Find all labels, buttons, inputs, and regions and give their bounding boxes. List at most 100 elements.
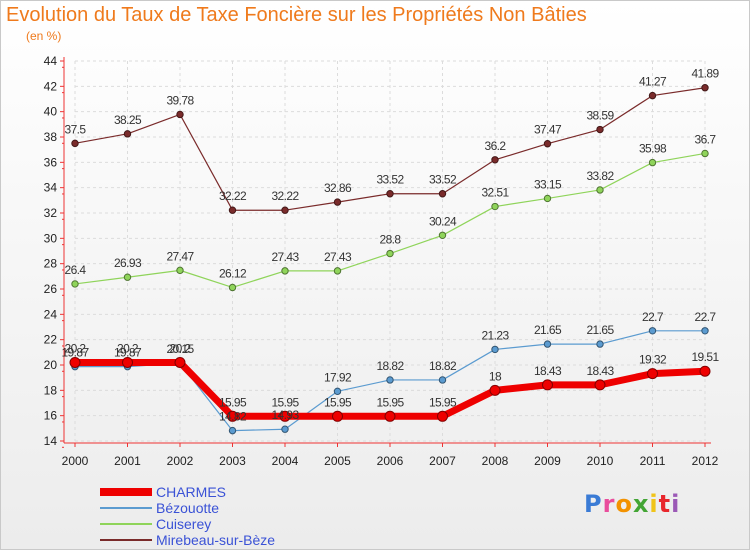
data-label: 38.25 [114,113,142,127]
data-point [122,356,133,368]
data-point [596,186,604,194]
data-point [227,410,238,422]
data-label: 20.15 [166,342,194,356]
data-label: 22.7 [695,310,717,324]
data-point [438,231,447,239]
x-tick-label: 2001 [114,454,141,468]
y-tick-label: 22 [44,333,58,347]
data-label: 32.22 [219,189,247,203]
data-point [123,130,132,138]
y-tick-label: 30 [44,231,58,245]
data-point [647,368,658,380]
data-label: 26.4 [65,263,87,277]
x-tick-label: 2011 [640,454,666,468]
x-tick-label: 2002 [167,454,194,468]
y-tick-label: 44 [44,54,58,68]
data-point [596,340,604,348]
data-label: 19.51 [691,350,719,364]
data-point [174,356,186,368]
y-tick-label: 40 [44,105,58,119]
legend-swatch [100,488,152,496]
y-tick-label: 36 [44,155,58,169]
data-point [176,266,184,275]
x-tick-label: 2008 [482,454,509,468]
data-label: 39.78 [166,93,194,107]
data-point [332,410,343,422]
data-label: 41.27 [639,75,667,89]
legend-label: Cuiserey [156,516,212,532]
y-tick-label: 34 [44,181,58,195]
data-label: 33.82 [586,169,614,183]
data-point [648,91,657,100]
data-point [333,198,342,206]
x-tick-label: 2003 [219,454,246,468]
data-label: 22.7 [642,310,664,324]
data-point [594,379,606,391]
y-tick-label: 42 [44,79,58,93]
y-tick-label: 28 [44,257,58,271]
data-point [333,267,342,275]
data-point [489,384,501,396]
data-point [386,249,394,258]
data-point [438,190,447,198]
y-tick-label: 18 [44,383,58,397]
logo-letter: x [632,490,650,518]
data-label: 15.95 [376,395,404,409]
data-label: 17.92 [324,370,352,384]
data-label: 14.93 [271,408,299,422]
x-tick-label: 2005 [324,454,351,468]
data-point [281,425,289,433]
data-label: 36.7 [695,132,717,146]
data-label: 41.89 [691,67,719,81]
chart-title: Evolution du Taux de Taxe Foncière sur l… [6,4,587,26]
data-label: 14.82 [219,410,247,424]
data-label: 15.95 [324,395,352,409]
data-label: 37.5 [65,122,87,136]
y-tick-label: 14 [44,434,58,448]
legend-label: Bézouotte [156,500,220,516]
chart-subtitle: (en %) [26,29,62,43]
data-label: 20.2 [117,341,139,355]
data-label: 19.87 [114,346,142,360]
x-tick-label: 2007 [429,454,456,468]
data-point [386,190,394,198]
x-tick-label: 2010 [587,454,614,468]
x-tick-label: 2004 [272,454,299,468]
data-point [701,84,709,92]
data-label: 18.43 [534,364,562,378]
data-point [543,194,552,203]
x-tick-label: 2009 [534,454,561,468]
data-label: 18.82 [429,359,457,373]
logo-letter: r [602,490,616,518]
data-label: 32.22 [271,189,299,203]
data-point [228,426,237,435]
data-label: 32.86 [324,181,352,195]
y-tick-label: 16 [44,409,58,423]
data-label: 26.93 [114,256,142,270]
data-label: 15.95 [429,395,457,409]
data-label: 19.87 [61,346,89,360]
data-point [176,110,184,119]
data-label: 20.2 [65,341,87,355]
data-point [542,379,553,391]
data-point [71,139,79,148]
proxiti-logo: Proxiti [584,490,680,518]
legend-item: Mirebeau-sur-Bèze [100,532,275,548]
legend-label: CHARMES [156,484,227,500]
data-point [701,149,709,158]
data-label: 32.51 [481,186,509,200]
data-label: 18.82 [376,359,404,373]
data-point [701,327,709,335]
legend-item: Bézouotte [100,500,275,516]
data-point [491,345,499,354]
data-point [437,410,448,422]
data-label: 26.12 [219,266,247,280]
legend: CHARMES Bézouotte Cuiserey Mirebeau-sur-Bèz… [100,484,275,548]
x-tick-label: 2006 [377,454,404,468]
data-label: 33.52 [376,173,404,187]
data-point [228,283,237,292]
data-label: 20.2 [170,341,192,355]
data-point [384,410,396,422]
data-point [281,206,289,214]
series-lines [69,84,711,435]
